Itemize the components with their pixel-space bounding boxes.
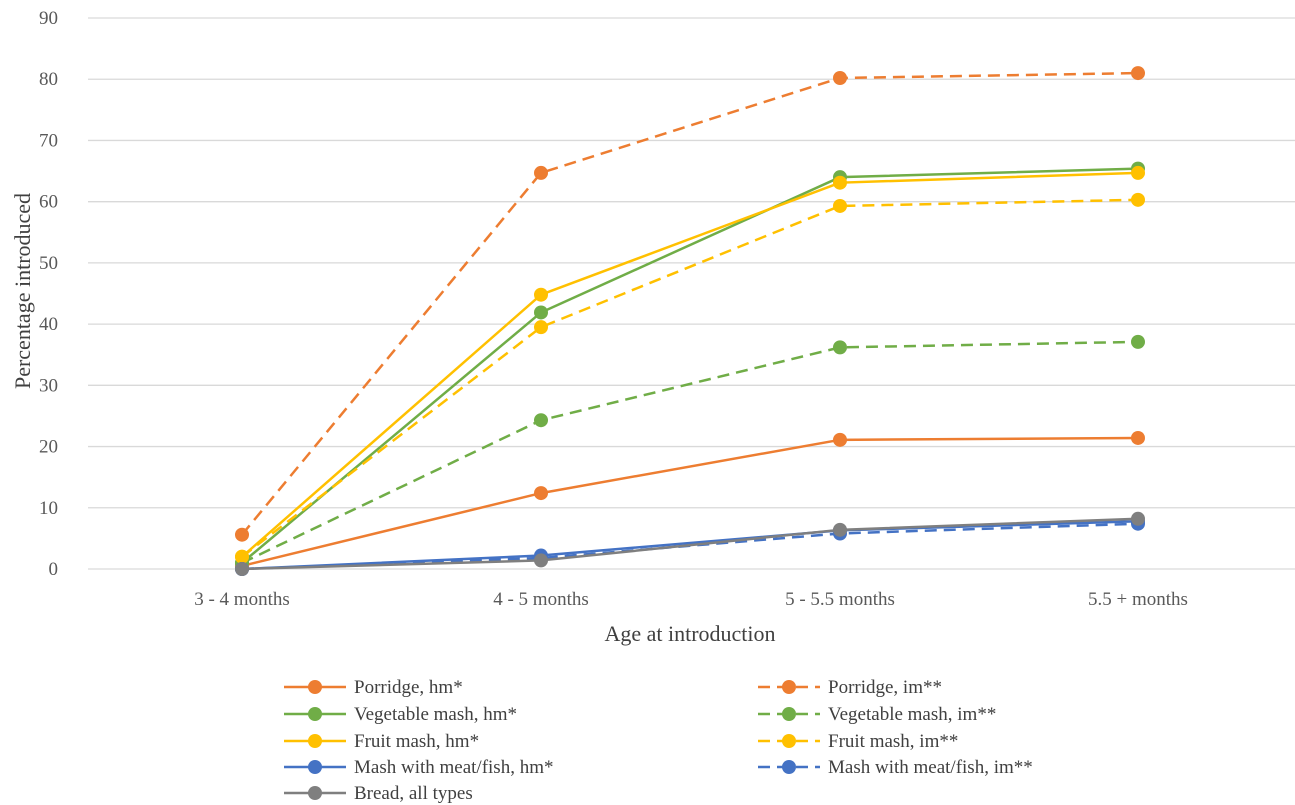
data-point [534, 553, 548, 568]
data-point [833, 340, 847, 355]
series-line [241, 436, 1139, 568]
legend-label: Mash with meat/fish, hm* [354, 757, 553, 778]
legend-marker [782, 707, 796, 721]
series-line [241, 517, 1139, 571]
data-point [1131, 192, 1145, 207]
y-axis-title: Percentage introduced [10, 193, 35, 389]
legend-item: Porridge, hm* [284, 677, 463, 698]
series-4 [235, 165, 1145, 564]
legend-marker [308, 786, 322, 800]
series-line [241, 71, 1139, 536]
series-line [241, 167, 1139, 564]
data-point [1131, 430, 1145, 445]
series-line [241, 171, 1139, 558]
series-lines [235, 66, 1145, 576]
y-tick-label: 0 [49, 559, 59, 580]
legend-label: Fruit mash, im** [828, 731, 958, 752]
legend-item: Vegetable mash, hm* [284, 704, 517, 725]
legend: Porridge, hm* Porridge, im** Vegetable mas… [284, 677, 1033, 804]
series-8 [235, 511, 1145, 576]
data-point [833, 70, 847, 85]
y-tick-label: 30 [39, 375, 58, 396]
y-tick-label: 60 [39, 192, 58, 213]
data-point [235, 527, 249, 542]
legend-marker [308, 760, 322, 774]
legend-label: Porridge, hm* [354, 677, 463, 698]
data-point [833, 432, 847, 447]
x-axis-ticks: 3 - 4 months 4 - 5 months 5 - 5.5 months 5.… [194, 589, 1188, 610]
legend-marker [782, 680, 796, 694]
series-line [241, 198, 1139, 558]
legend-item: Bread, all types [284, 783, 473, 804]
y-tick-label: 20 [39, 437, 58, 458]
legend-marker [308, 734, 322, 748]
data-point [534, 320, 548, 335]
data-point [534, 165, 548, 180]
legend-label: Mash with meat/fish, im** [828, 757, 1033, 778]
y-tick-label: 80 [39, 69, 58, 90]
x-tick-label: 3 - 4 months [194, 589, 290, 610]
legend-label: Fruit mash, hm* [354, 731, 479, 752]
data-point [1131, 511, 1145, 526]
x-tick-label: 5 - 5.5 months [785, 589, 895, 610]
data-point [1131, 66, 1145, 81]
y-axis-ticks: 0 10 20 30 40 50 60 70 80 90 [39, 8, 58, 580]
legend-item: Mash with meat/fish, im** [758, 757, 1033, 778]
legend-item: Fruit mash, im** [758, 731, 958, 752]
x-axis-title: Age at introduction [604, 621, 775, 646]
legend-marker [782, 734, 796, 748]
data-point [534, 287, 548, 302]
legend-item: Fruit mash, hm* [284, 731, 479, 752]
series-line [241, 340, 1139, 565]
y-tick-label: 10 [39, 498, 58, 519]
legend-label: Bread, all types [354, 783, 473, 804]
gridlines [88, 17, 1295, 570]
x-tick-label: 4 - 5 months [493, 589, 589, 610]
data-point [235, 549, 249, 564]
data-point [833, 522, 847, 537]
data-point [1131, 334, 1145, 349]
legend-marker [308, 707, 322, 721]
series-line [241, 519, 1139, 571]
legend-marker [308, 680, 322, 694]
legend-label: Vegetable mash, hm* [354, 704, 517, 725]
legend-label: Vegetable mash, im** [828, 704, 996, 725]
legend-item: Porridge, im** [758, 677, 942, 698]
legend-item: Mash with meat/fish, hm* [284, 757, 553, 778]
data-point [534, 413, 548, 428]
x-tick-label: 5.5 + months [1088, 589, 1188, 610]
data-point [1131, 165, 1145, 180]
data-point [534, 486, 548, 501]
legend-marker [782, 760, 796, 774]
series-1 [235, 66, 1145, 542]
y-tick-label: 50 [39, 253, 58, 274]
y-tick-label: 70 [39, 130, 58, 151]
data-point [833, 198, 847, 213]
y-tick-label: 40 [39, 314, 58, 335]
data-point [235, 562, 249, 576]
series-5 [235, 192, 1145, 564]
legend-label: Porridge, im** [828, 677, 942, 698]
legend-item: Vegetable mash, im** [758, 704, 996, 725]
series-line [241, 522, 1139, 571]
data-point [534, 305, 548, 320]
y-tick-label: 90 [39, 8, 58, 29]
series-2 [235, 161, 1145, 570]
data-point [833, 175, 847, 190]
